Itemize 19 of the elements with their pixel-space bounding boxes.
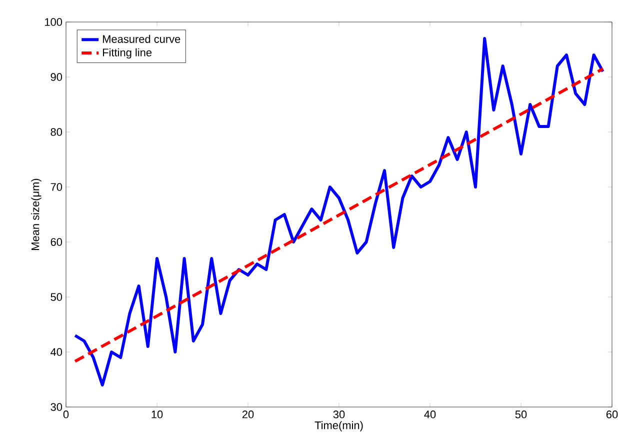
x-tick-label: 20 bbox=[242, 410, 254, 418]
x-tick-label: 40 bbox=[424, 410, 436, 418]
y-tick-label: 70 bbox=[50, 183, 62, 191]
legend-label: Fitting line bbox=[103, 48, 152, 59]
x-tick-label: 30 bbox=[333, 410, 345, 418]
x-tick-label: 60 bbox=[606, 410, 618, 418]
x-tick-label: 10 bbox=[152, 410, 163, 418]
legend-label: Measured curve bbox=[103, 34, 180, 43]
y-tick-label: 60 bbox=[50, 238, 62, 246]
y-tick-label: 90 bbox=[50, 73, 62, 81]
y-tick-label: 80 bbox=[50, 128, 62, 136]
y-tick-label: 30 bbox=[50, 403, 62, 411]
x-tick-label: 0 bbox=[63, 410, 69, 418]
x-axis-title: Time(min) bbox=[314, 421, 363, 432]
y-tick-label: 100 bbox=[45, 18, 62, 26]
x-tick-label: 50 bbox=[515, 410, 527, 418]
y-tick-label: 40 bbox=[50, 348, 62, 356]
y-axis-title: Mean size(μm) bbox=[31, 178, 42, 250]
y-tick-label: 50 bbox=[50, 293, 62, 301]
